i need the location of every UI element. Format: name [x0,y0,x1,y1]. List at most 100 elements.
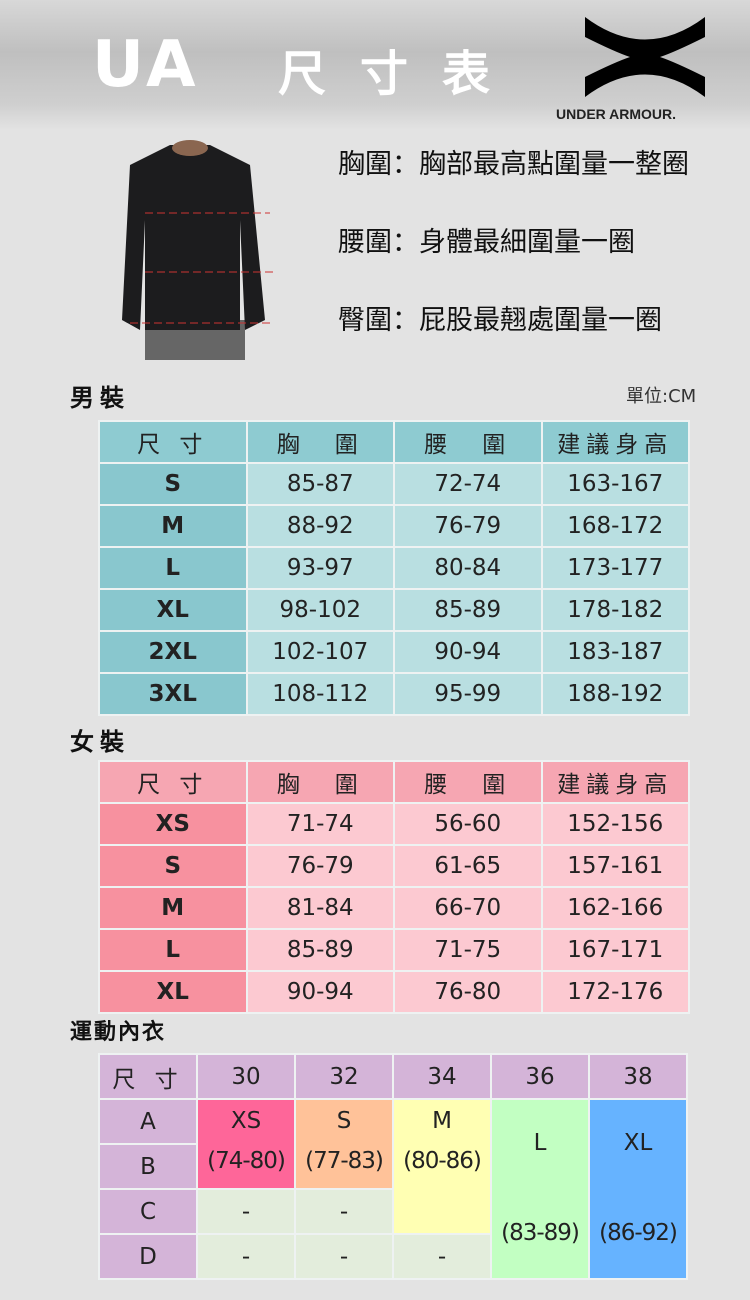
value-cell: 95-99 [393,672,543,716]
size-cell: M [98,886,248,930]
empty-cell: - [196,1188,296,1235]
unit-label: 單位:CM [626,386,697,407]
value-cell: 108-112 [245,672,395,716]
bra-size-cell: XS (74-80) [196,1098,296,1190]
size-cell: 2XL [98,630,248,674]
table-row: XL 90-94 76-80 172-176 [98,970,690,1014]
table-row: M 88-92 76-79 168-172 [98,504,690,548]
value-cell: 66-70 [393,886,543,930]
size-cell: L [98,928,248,972]
corner-header: 尺 寸 [98,1053,198,1100]
cup-cell: C [98,1188,198,1235]
column-header: 尺 寸 [98,760,248,804]
column-header: 尺 寸 [98,420,248,464]
table-row: B [98,1143,687,1190]
model-shirt-image [122,140,275,360]
table-row: S 76-79 61-65 157-161 [98,844,690,888]
bra-size-table: 尺 寸 30 32 34 36 38 A XS (74-80) S (77-83) M (80-86) L… [98,1053,688,1280]
value-cell: 172-176 [540,970,690,1014]
table-row: L 85-89 71-75 167-171 [98,928,690,972]
value-cell: 168-172 [540,504,690,548]
value-cell: 72-74 [393,462,543,506]
cup-cell: A [98,1098,198,1145]
value-cell: 88-92 [245,504,395,548]
table-row: S 85-87 72-74 163-167 [98,462,690,506]
value-cell: 71-74 [245,802,395,846]
band-header: 32 [294,1053,394,1100]
value-cell: 163-167 [540,462,690,506]
table-row: 3XL 108-112 95-99 188-192 [98,672,690,716]
empty-cell: - [196,1233,296,1280]
size-cell: S [98,844,248,888]
value-cell: 90-94 [393,630,543,674]
empty-cell: - [294,1233,394,1280]
value-cell: 56-60 [393,802,543,846]
logo-text: UNDER ARMOUR. [556,106,677,122]
value-cell: 167-171 [540,928,690,972]
value-cell: 90-94 [245,970,395,1014]
column-header: 胸 圍 [245,420,395,464]
table-row: C-- [98,1188,687,1235]
value-cell: 85-87 [245,462,395,506]
value-cell: 76-80 [393,970,543,1014]
band-header: 34 [392,1053,492,1100]
band-header: 38 [588,1053,688,1100]
bra-size-cell: M (80-86) [392,1098,492,1235]
value-cell: 178-182 [540,588,690,632]
value-cell: 173-177 [540,546,690,590]
column-header: 建議身高 [540,760,690,804]
size-cell: L [98,546,248,590]
table-row: D--- [98,1233,687,1280]
value-cell: 152-156 [540,802,690,846]
value-cell: 93-97 [245,546,395,590]
value-cell: 76-79 [393,504,543,548]
bra-size-cell: XL (86-92) [588,1098,688,1280]
size-cell: XL [98,970,248,1014]
empty-cell: - [392,1233,492,1280]
value-cell: 80-84 [393,546,543,590]
column-header: 建議身高 [540,420,690,464]
bra-size-cell: S (77-83) [294,1098,394,1190]
value-cell: 85-89 [245,928,395,972]
men-section-title: 男裝 [70,383,130,412]
value-cell: 61-65 [393,844,543,888]
empty-cell: - [294,1188,394,1235]
band-header: 36 [490,1053,590,1100]
table-row: M 81-84 66-70 162-166 [98,886,690,930]
cup-cell: D [98,1233,198,1280]
bra-size-cell: L (83-89) [490,1098,590,1280]
men-size-table: 尺 寸胸 圍腰 圍建議身高 S 85-87 72-74 163-167 M 88-92 76-… [98,420,690,716]
cup-cell: B [98,1143,198,1190]
women-size-table: 尺 寸胸 圍腰 圍建議身高 XS 71-74 56-60 152-156 S 76-79 61… [98,760,690,1014]
table-row: L 93-97 80-84 173-177 [98,546,690,590]
table-header-row: 尺 寸胸 圍腰 圍建議身高 [98,420,690,464]
table-row: XS 71-74 56-60 152-156 [98,802,690,846]
value-cell: 81-84 [245,886,395,930]
table-header-row: 尺 寸 30 32 34 36 38 [98,1053,688,1100]
table-row: XL 98-102 85-89 178-182 [98,588,690,632]
column-header: 胸 圍 [245,760,395,804]
brand-short: UA [92,28,200,102]
value-cell: 76-79 [245,844,395,888]
value-cell: 102-107 [245,630,395,674]
value-cell: 98-102 [245,588,395,632]
size-cell: M [98,504,248,548]
size-cell: 3XL [98,672,248,716]
value-cell: 183-187 [540,630,690,674]
value-cell: 71-75 [393,928,543,972]
under-armour-logo-icon [585,17,705,97]
size-cell: XS [98,802,248,846]
value-cell: 85-89 [393,588,543,632]
size-cell: S [98,462,248,506]
waist-description: 腰圍：身體最細圍量一圈 [338,227,635,258]
women-section-title: 女裝 [70,727,130,756]
value-cell: 157-161 [540,844,690,888]
band-header: 30 [196,1053,296,1100]
table-row: A XS (74-80) S (77-83) M (80-86) L (83-89) XL (86-… [98,1098,688,1280]
chest-description: 胸圍：胸部最高點圍量一整圈 [338,149,689,180]
value-cell: 188-192 [540,672,690,716]
column-header: 腰 圍 [393,760,543,804]
bra-section-title: 運動內衣 [70,1019,167,1045]
hip-description: 臀圍：屁股最翹處圍量一圈 [338,305,662,336]
